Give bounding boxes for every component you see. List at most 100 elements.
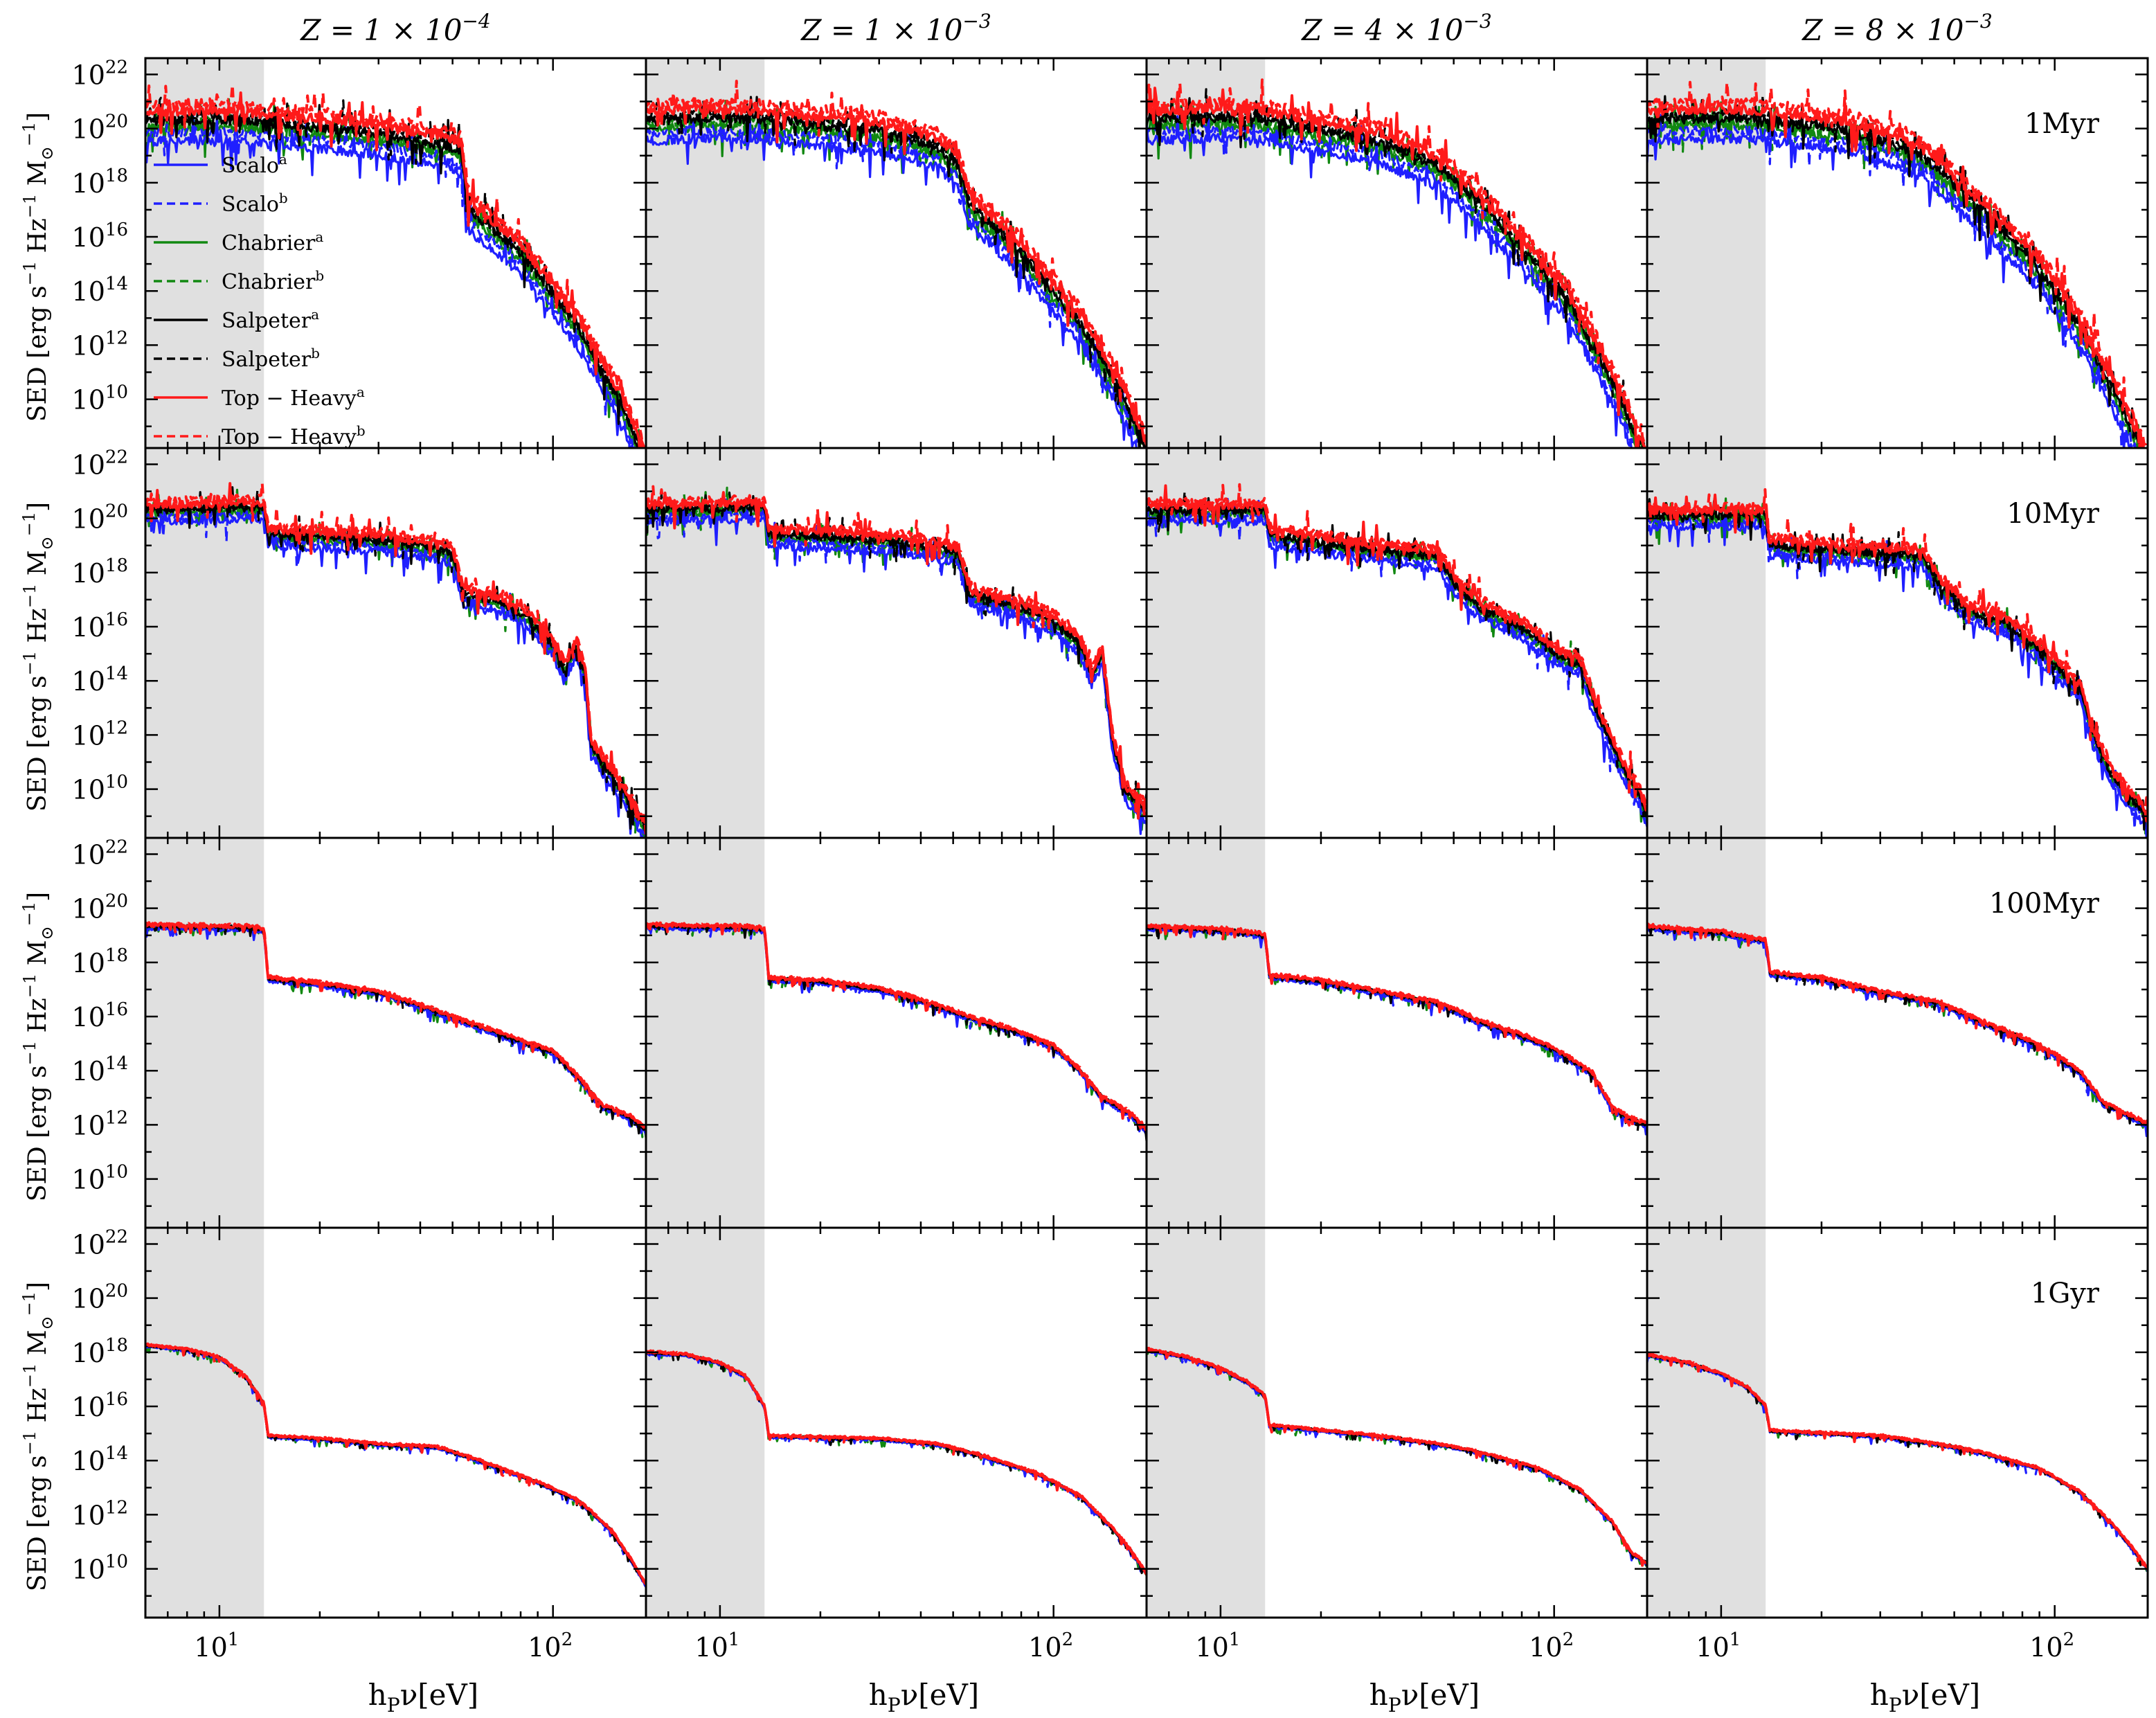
x-tick-label: 102 [2029,1629,2074,1663]
sed-line-scalo-a [1147,498,1647,827]
y-axis-label: SED [erg s−1 Hz−1 M⊙−1] [19,892,57,1201]
y-tick-label: 1018 [72,1335,128,1368]
sed-line-topheavy-b [646,1349,1147,1574]
y-tick-label: 1022 [72,1226,128,1260]
legend-label-0: Scaloa [222,151,287,178]
x-axis-label: hPν[eV] [869,1678,979,1717]
sed-line-topheavy-a [1647,924,2148,1125]
row-age-label-0: 1Myr [2024,108,2100,140]
sed-line-topheavy-b [646,485,1147,816]
panel-curves-r0-c0 [145,83,646,448]
y-axis-label: SED [erg s−1 Hz−1 M⊙−1] [19,1282,57,1591]
sed-line-salpeter-b [145,486,646,830]
label-layer: 1010 1012 1014 1016 1018 1020 1022 1010 1012 1014… [19,10,2100,1717]
sed-line-topheavy-b [1647,80,2148,448]
sed-line-topheavy-b [1147,923,1647,1128]
x-tick-label: 101 [694,1629,739,1663]
y-tick-label: 1012 [72,1107,128,1140]
ionizing-shaded-band [1147,1228,1266,1618]
ionizing-shaded-band [1647,838,1766,1228]
x-tick-label: 101 [194,1629,239,1663]
sed-curves-layer [145,78,2148,1588]
panel-frames-layer [144,57,2149,1619]
panel-curves-r3-c2 [1147,1347,1647,1567]
y-tick-label: 1022 [72,836,128,870]
sed-line-topheavy-b [1147,78,1646,448]
panel-frame [1646,1226,2149,1619]
panel-curves-r1-c2 [1147,483,1647,827]
sed-line-topheavy-b [1147,483,1647,808]
y-tick-label: 1016 [72,220,128,253]
sed-line-topheavy-b [1147,1347,1647,1564]
y-axis-label: SED [erg s−1 Hz−1 M⊙−1] [19,112,57,422]
panel-curves-r3-c3 [1647,1352,2148,1573]
y-axis-label: SED [erg s−1 Hz−1 M⊙−1] [19,502,57,812]
x-tick-label: 102 [1529,1629,1574,1663]
y-tick-label: 1014 [72,663,128,697]
legend: Scaloa Scalob Chabriera Chabrierb Salpetera S… [154,151,366,449]
sed-line-scalo-a [646,111,1138,448]
y-tick-label: 1022 [72,57,128,90]
y-tick-label: 1010 [72,772,128,805]
column-title-0: Z = 1 × 10−4 [299,10,490,47]
sed-line-topheavy-b [646,80,1147,440]
y-tick-label: 1020 [72,891,128,924]
panel-curves-r2-c2 [1147,923,1647,1136]
panel-curves-r0-c1 [646,80,1147,448]
sed-line-topheavy-a [646,922,1147,1131]
legend-label-6: Top − Heavya [222,384,365,411]
y-tick-label: 1012 [72,328,128,361]
sed-line-topheavy-b [145,482,646,838]
panel-curves-r2-c0 [145,921,646,1138]
y-tick-label: 1014 [72,1443,128,1476]
y-tick-label: 1010 [72,1162,128,1195]
sed-line-scalo-b [145,118,636,448]
panel-curves-r3-c1 [646,1349,1147,1576]
sed-line-topheavy-b [1647,1352,2148,1569]
sed-line-scalo-b [1147,499,1647,825]
sed-line-scalo-a [1147,115,1633,448]
legend-label-3: Chabrierb [222,267,324,294]
x-axis-label: hPν[eV] [1369,1678,1480,1717]
panel-curves-r1-c3 [1647,488,2148,838]
legend-label-2: Chabriera [222,229,323,256]
ionizing-shaded-band [646,1228,765,1618]
legend-label-4: Salpetera [222,306,319,333]
row-age-label-2: 100Myr [1989,888,2100,920]
legend-label-1: Scalob [222,190,288,217]
y-tick-label: 1018 [72,945,128,978]
ionizing-shaded-band [145,838,264,1228]
sed-line-topheavy-b [1647,922,2148,1125]
y-tick-label: 1010 [72,382,128,415]
sed-line-salpeter-b [1647,499,2148,814]
y-tick-label: 1020 [72,501,128,535]
sed-line-scalo-a [145,114,634,448]
y-tick-label: 1010 [72,1552,128,1585]
ionizing-shaded-band [1647,1228,1766,1618]
x-tick-label: 102 [528,1629,573,1663]
y-tick-label: 1016 [72,609,128,643]
sed-line-scalo-b [1647,500,2148,838]
row-age-label-1: 10Myr [2006,498,2099,530]
y-tick-label: 1014 [72,1053,128,1086]
x-tick-label: 102 [1028,1629,1073,1663]
panel-curves-r3-c0 [145,1342,646,1588]
column-title-2: Z = 4 × 10−3 [1300,10,1491,47]
sed-line-topheavy-b [646,921,1147,1129]
legend-label-7: Top − Heavyb [222,422,366,449]
y-tick-label: 1012 [72,717,128,751]
y-tick-label: 1012 [72,1497,128,1530]
x-tick-label: 101 [1195,1629,1240,1663]
ionizing-shaded-band [646,838,765,1228]
sed-line-scalo-b [646,118,1141,448]
x-tick-label: 101 [1696,1629,1741,1663]
y-tick-label: 1020 [72,111,128,145]
y-tick-label: 1020 [72,1281,128,1314]
legend-label-5: Salpeterb [222,345,320,372]
panel-curves-r2-c1 [646,921,1147,1141]
sed-line-topheavy-b [145,1342,646,1586]
ionizing-shaded-band [145,1228,264,1618]
row-age-label-3: 1Gyr [2031,1278,2100,1309]
panel-curves-r1-c1 [646,485,1147,835]
y-tick-label: 1016 [72,999,128,1032]
